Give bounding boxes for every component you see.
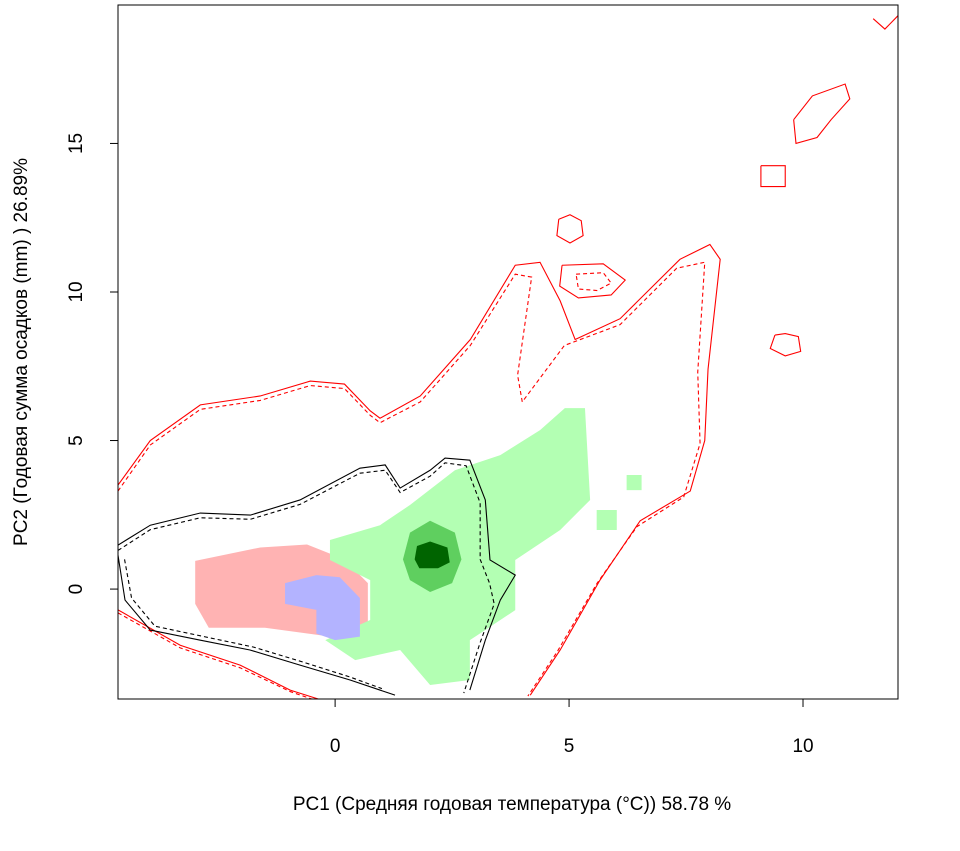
x-tick-label: 10	[792, 736, 813, 757]
raster-region	[285, 575, 360, 641]
x-tick-label: 0	[330, 736, 341, 757]
raster-region	[626, 474, 642, 491]
contour-line	[124, 559, 383, 690]
y-axis-label: PC2 (Годовая сумма осадков (mm) ) 26.89%	[11, 158, 32, 546]
contour-line	[760, 165, 786, 188]
raster-region	[414, 541, 450, 569]
contour-line	[118, 261, 706, 697]
y-tick-label: 10	[66, 281, 87, 302]
contour-line	[872, 15, 898, 30]
contour-line	[769, 333, 802, 357]
y-tick-label: 0	[66, 584, 87, 595]
plot-frame	[117, 4, 899, 700]
contour-line	[118, 609, 319, 699]
contour-line	[793, 83, 851, 145]
y-tick-label: 15	[66, 133, 87, 154]
contour-line	[556, 214, 584, 244]
contour-line	[118, 243, 721, 696]
contour-line	[575, 272, 613, 292]
contour-line	[118, 457, 517, 691]
contour-line	[559, 263, 627, 299]
contour-line	[118, 555, 396, 696]
plot-area	[118, 15, 898, 699]
x-axis-label: PC1 (Средняя годовая температура (°C)) 5…	[293, 794, 731, 815]
y-tick-label: 5	[66, 435, 87, 446]
contour-line	[118, 612, 312, 699]
contour-line	[118, 462, 495, 694]
x-tick-label: 5	[564, 736, 575, 757]
raster-region	[596, 510, 617, 530]
